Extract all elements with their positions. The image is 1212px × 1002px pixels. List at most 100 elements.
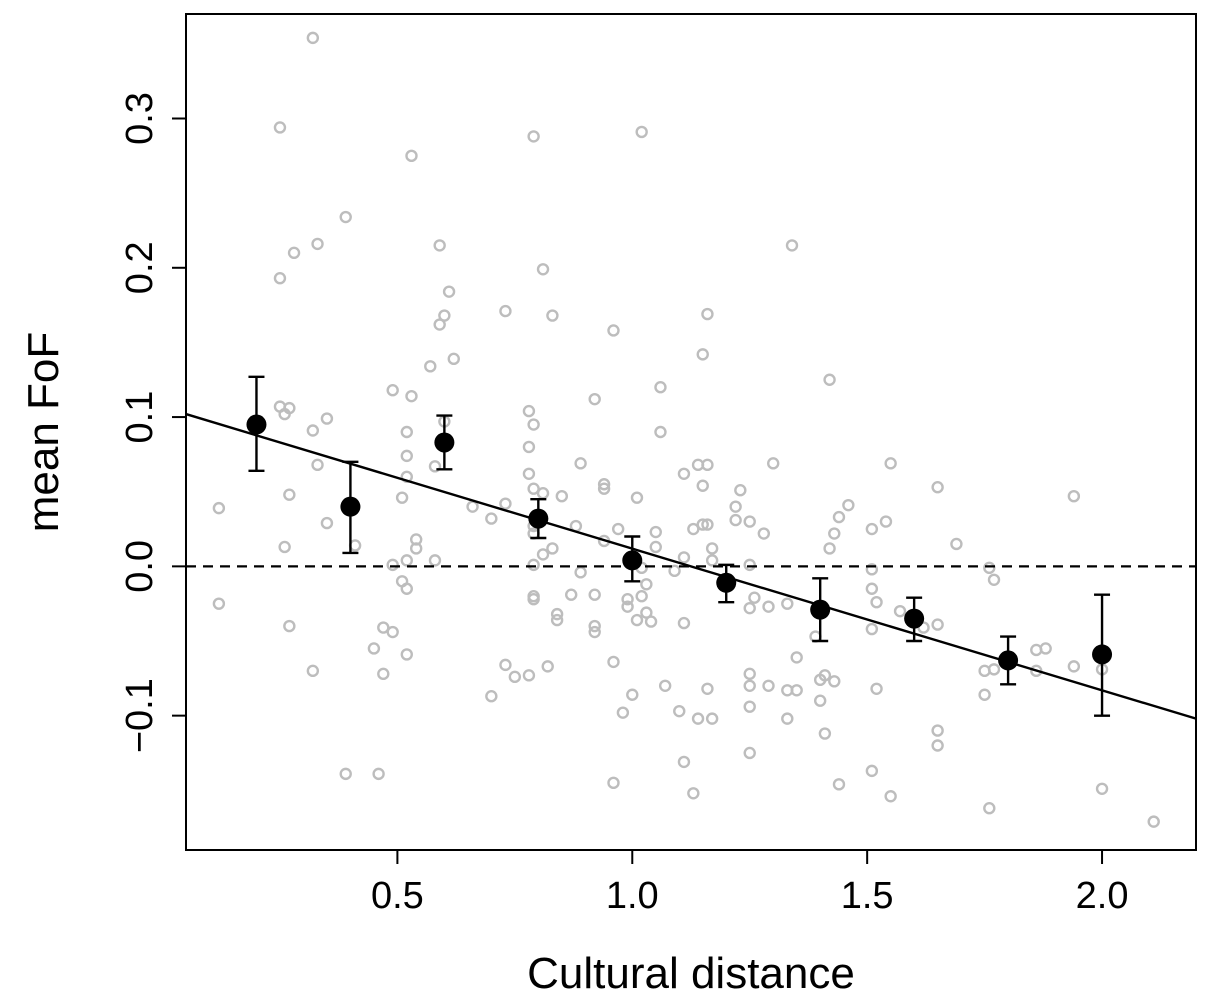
raw-point [522, 669, 536, 682]
raw-point [550, 613, 564, 627]
raw-point [311, 458, 324, 472]
raw-point [893, 604, 907, 618]
raw-point [433, 239, 446, 252]
raw-point [386, 625, 399, 639]
raw-point [386, 558, 399, 572]
raw-point [527, 418, 540, 431]
raw-point [950, 537, 963, 551]
raw-point [865, 563, 879, 576]
raw-point [273, 121, 287, 134]
binned-mean-point [246, 414, 267, 435]
raw-point [640, 578, 653, 591]
raw-point [743, 601, 756, 615]
raw-point [813, 673, 827, 687]
raw-point [536, 548, 550, 561]
binned-mean [434, 414, 455, 471]
raw-point [673, 704, 686, 718]
raw-point [1067, 489, 1081, 503]
raw-point [696, 348, 709, 361]
raw-point [536, 263, 550, 276]
x-tick-label: 1.0 [606, 875, 659, 917]
raw-point [696, 518, 709, 531]
x-tick-label: 1.5 [841, 875, 894, 917]
raw-point [705, 712, 719, 725]
raw-point [527, 558, 540, 572]
raw-point [546, 542, 559, 555]
x-tick-label: 2.0 [1076, 875, 1129, 917]
binned-mean [998, 635, 1019, 686]
raw-point [677, 467, 691, 480]
raw-point [691, 712, 705, 725]
raw-point [870, 682, 883, 695]
raw-point [466, 500, 479, 513]
raw-point [574, 566, 587, 579]
raw-point [729, 500, 742, 513]
raw-point [1039, 642, 1052, 655]
raw-point [597, 478, 611, 491]
raw-point [405, 389, 418, 403]
raw-point [588, 588, 601, 601]
raw-point [705, 542, 719, 555]
binned-mean-point [340, 496, 361, 517]
raw-point [527, 130, 540, 143]
raw-point [743, 700, 756, 713]
raw-point [499, 658, 512, 672]
raw-point [668, 564, 681, 578]
raw-point [588, 619, 601, 633]
y-tick-label: 0.0 [119, 540, 161, 593]
raw-point [879, 515, 893, 528]
raw-point [574, 457, 587, 470]
binned-mean-point [622, 550, 643, 571]
raw-point [377, 621, 390, 634]
raw-point [701, 518, 714, 531]
raw-point [377, 667, 390, 681]
binned-mean-point [810, 599, 831, 620]
y-axis: −0.1 0.0 0.1 0.2 0.3 [119, 92, 186, 753]
raw-point [499, 497, 512, 510]
raw-point [734, 484, 747, 497]
raw-point [367, 642, 381, 655]
raw-point [320, 412, 334, 425]
raw-point [621, 600, 634, 613]
raw-point [1095, 782, 1109, 795]
raw-point [212, 597, 226, 610]
plot-frame [185, 13, 1197, 851]
raw-point [287, 246, 301, 260]
y-tick-label: 0.1 [119, 391, 161, 444]
raw-point [565, 588, 578, 601]
raw-point [616, 706, 630, 719]
raw-point [978, 688, 991, 701]
raw-point [522, 404, 536, 418]
raw-point [339, 767, 352, 781]
raw-point [400, 554, 413, 567]
raw-point [306, 664, 320, 678]
raw-point [644, 615, 658, 628]
raw-point [729, 513, 742, 527]
raw-point [701, 458, 714, 472]
raw-point [541, 660, 554, 673]
raw-point [696, 479, 709, 492]
raw-point [828, 675, 841, 688]
raw-point [372, 767, 385, 781]
x-axis: 0.5 1.0 1.5 2.0 [371, 850, 1128, 917]
binned-mean [716, 563, 737, 604]
raw-point [339, 210, 352, 224]
raw-point [658, 679, 672, 692]
raw-point [283, 488, 296, 501]
raw-point [311, 237, 324, 251]
regression-line [186, 412, 1196, 720]
raw-point [635, 125, 648, 139]
raw-point [278, 407, 291, 421]
binned-mean [340, 460, 361, 555]
raw-point [212, 501, 226, 515]
raw-point [677, 616, 691, 630]
raw-point [630, 491, 644, 504]
raw-point [485, 512, 498, 525]
raw-point [649, 540, 662, 554]
raw-point [813, 694, 827, 707]
raw-point [762, 600, 775, 613]
raw-point [842, 498, 855, 512]
raw-point [677, 755, 691, 769]
raw-point [767, 457, 780, 470]
